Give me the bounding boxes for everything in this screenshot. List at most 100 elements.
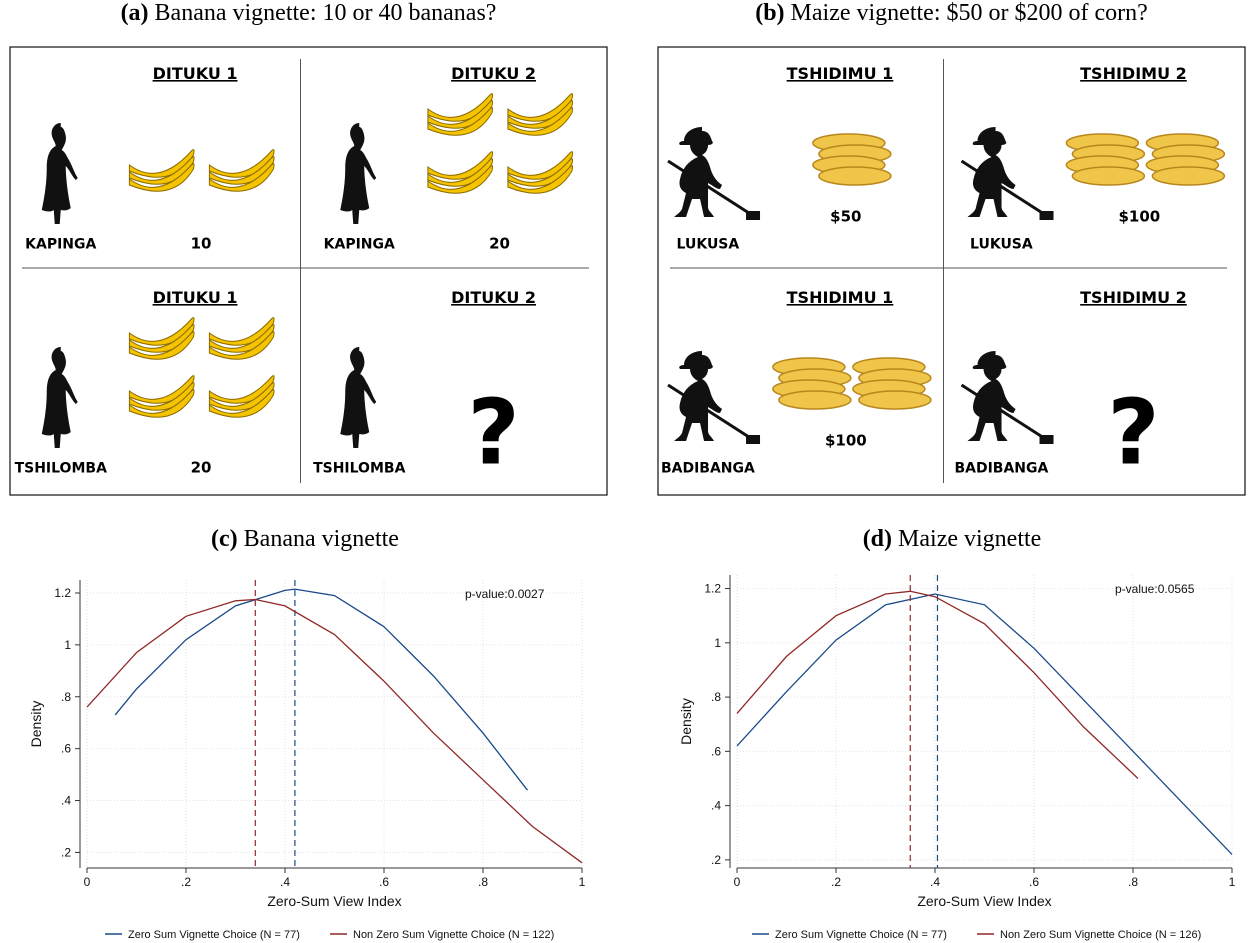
farmer-silhouette <box>967 127 1016 217</box>
density-line <box>736 593 1233 855</box>
y-tick-label: 1 <box>64 638 71 652</box>
corn-cob <box>818 166 892 186</box>
y-tick-label: .4 <box>61 794 71 808</box>
corn-cob <box>858 390 932 410</box>
y-tick-label: .6 <box>711 744 721 758</box>
y-tick-label: 1 <box>714 636 721 650</box>
amount: $100 <box>825 432 867 450</box>
corn-cob <box>1151 166 1226 186</box>
hoe-blade <box>1039 211 1054 220</box>
hoe-blade <box>1039 435 1054 444</box>
banana <box>507 165 574 194</box>
hoe-blade <box>746 211 761 220</box>
vignette-heading: TSHIDIMU 2 <box>1080 288 1187 307</box>
person-name: LUKUSA <box>970 237 1033 253</box>
amount: $50 <box>830 208 861 226</box>
annotation: p-value:0.0565 <box>1115 582 1195 596</box>
hoe-blade <box>746 435 761 444</box>
panel-title-text: Maize vignette <box>898 526 1041 552</box>
banana <box>208 389 275 418</box>
banana <box>208 163 275 192</box>
y-tick-label: .8 <box>711 690 721 704</box>
banana <box>208 331 275 360</box>
legend-label: Zero Sum Vignette Choice (N = 77) <box>775 929 947 941</box>
vignette-heading: TSHIDIMU 1 <box>787 288 894 307</box>
vignette-heading: DITUKU 1 <box>153 288 238 307</box>
x-tick-label: .2 <box>181 875 191 889</box>
y-axis-title: Density <box>678 698 694 745</box>
y-tick-label: .4 <box>711 799 721 813</box>
person-name: KAPINGA <box>324 237 395 253</box>
panel-title: (c) Banana vignette <box>211 526 399 552</box>
panel-label: (c) <box>211 526 238 552</box>
vignette-heading: TSHIDIMU 2 <box>1080 64 1187 83</box>
hoe <box>960 383 1047 441</box>
y-tick-label: 1.2 <box>54 586 71 600</box>
x-tick-label: 1 <box>579 875 586 889</box>
woman-silhouette <box>340 123 377 224</box>
woman-silhouette <box>41 347 78 448</box>
density-line <box>86 598 583 864</box>
banana <box>128 389 195 418</box>
panel-title-text: Maize vignette: $50 or $200 of corn? <box>791 0 1148 26</box>
panel-title: (b) Maize vignette: $50 or $200 of corn? <box>755 0 1148 26</box>
hoe <box>960 159 1047 217</box>
panel-title-text: Banana vignette <box>244 526 399 552</box>
y-tick-label: .2 <box>61 845 71 859</box>
density-line <box>736 590 1139 779</box>
x-tick-label: .6 <box>1029 875 1039 889</box>
x-tick-label: 0 <box>734 875 741 889</box>
x-tick-label: .8 <box>478 875 488 889</box>
banana <box>427 107 494 136</box>
y-tick-label: 1.2 <box>704 582 721 596</box>
hoe <box>667 383 753 441</box>
amount: 10 <box>191 235 212 253</box>
vignette-heading: DITUKU 1 <box>153 64 238 83</box>
x-axis-title: Zero-Sum View Index <box>917 893 1051 909</box>
amount: 20 <box>489 235 510 253</box>
amount: 20 <box>191 459 212 477</box>
y-tick-label: .8 <box>61 690 71 704</box>
vignette-frame <box>657 46 1246 496</box>
corn-cob <box>1071 166 1146 186</box>
amount: $100 <box>1118 208 1160 226</box>
x-tick-label: .4 <box>930 875 940 889</box>
banana <box>128 331 195 360</box>
question-mark: ? <box>1107 381 1159 486</box>
corn-cob <box>778 390 852 410</box>
person-name: KAPINGA <box>25 237 96 253</box>
vignette-heading: TSHIDIMU 1 <box>787 64 894 83</box>
legend-label: Non Zero Sum Vignette Choice (N = 126) <box>1000 929 1201 941</box>
woman-silhouette <box>340 347 377 448</box>
hoe <box>667 159 753 217</box>
x-tick-label: 0 <box>84 875 91 889</box>
vignette-heading: DITUKU 2 <box>451 288 536 307</box>
y-tick-label: .2 <box>711 853 721 867</box>
person-name: TSHILOMBA <box>313 461 405 477</box>
person-name: LUKUSA <box>677 237 740 253</box>
vignette-heading: DITUKU 2 <box>451 64 536 83</box>
x-tick-label: .6 <box>379 875 389 889</box>
question-mark: ? <box>467 381 519 486</box>
banana <box>128 163 195 192</box>
panel-label: (b) <box>755 0 784 26</box>
panel-title: (a) Banana vignette: 10 or 40 bananas? <box>121 0 497 26</box>
y-tick-label: .6 <box>61 742 71 756</box>
legend-label: Zero Sum Vignette Choice (N = 77) <box>128 929 300 941</box>
panel-title-text: Banana vignette: 10 or 40 bananas? <box>155 0 497 26</box>
x-tick-label: .2 <box>831 875 841 889</box>
person-name: BADIBANGA <box>661 461 755 477</box>
x-tick-label: .8 <box>1128 875 1138 889</box>
person-name: BADIBANGA <box>954 461 1048 477</box>
y-axis-title: Density <box>28 701 44 748</box>
farmer-silhouette <box>674 351 723 441</box>
vignette-frame <box>9 46 608 496</box>
farmer-silhouette <box>967 351 1016 441</box>
person-name: TSHILOMBA <box>15 461 107 477</box>
banana <box>427 165 494 194</box>
farmer-silhouette <box>674 127 723 217</box>
x-tick-label: 1 <box>1229 875 1236 889</box>
banana <box>507 107 574 136</box>
panel-label: (a) <box>121 0 149 26</box>
woman-silhouette <box>41 123 78 224</box>
